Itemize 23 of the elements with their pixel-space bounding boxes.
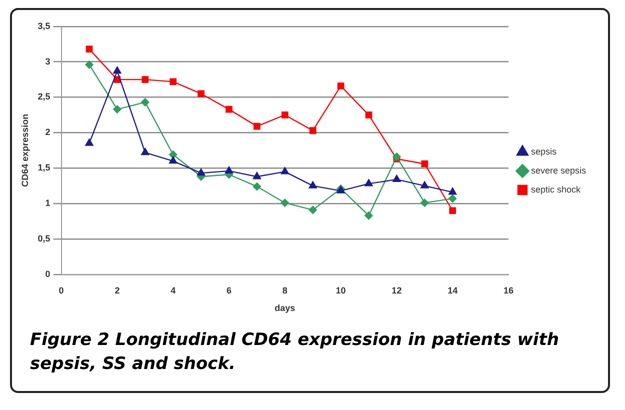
- x-tick-label: 0: [58, 285, 64, 296]
- y-tick-label: 1: [45, 198, 50, 208]
- legend-label: septic shock: [530, 184, 581, 194]
- y-tick-label: 0,5: [38, 233, 50, 244]
- legend-label: sepsis: [530, 146, 557, 156]
- x-axis-title: days: [274, 303, 296, 314]
- x-tick-label: 16: [503, 285, 514, 296]
- x-tick-label: 4: [170, 285, 176, 296]
- x-tick-label: 12: [392, 285, 402, 296]
- x-tick-label: 10: [336, 285, 346, 296]
- y-tick-label: 1,5: [38, 162, 50, 173]
- x-tick-label: 6: [226, 285, 232, 296]
- legend-label: severe sepsis: [530, 165, 586, 176]
- y-tick-label: 3: [45, 56, 50, 66]
- y-tick-label: 0: [45, 268, 50, 279]
- y-tick-label: 3,5: [38, 20, 50, 31]
- x-tick-label: 14: [448, 285, 458, 296]
- y-tick-label: 2: [45, 127, 50, 138]
- text: Figure 2 Longitudinal CD64 expression in patients with sepsis, SS and shock.: [29, 329, 560, 376]
- y-axis-title: CD64 expression: [20, 114, 30, 187]
- x-tick-label: 8: [282, 285, 288, 296]
- x-tick-label: 2: [114, 285, 120, 296]
- y-tick-label: 2,5: [38, 92, 50, 102]
